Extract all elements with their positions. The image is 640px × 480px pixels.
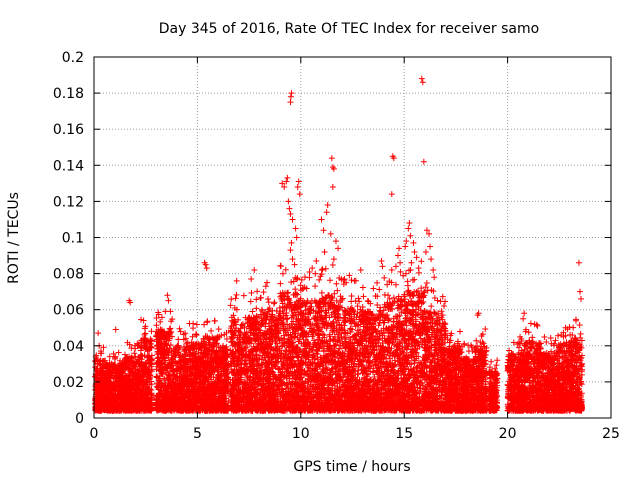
data-point	[208, 327, 215, 334]
data-point	[115, 349, 122, 356]
data-point	[105, 399, 112, 406]
data-point	[271, 299, 278, 306]
data-point	[112, 375, 119, 382]
data-point	[110, 350, 117, 357]
data-point	[96, 404, 103, 411]
chart-title: Day 345 of 2016, Rate Of TEC Index for r…	[159, 21, 539, 37]
data-point	[270, 300, 277, 307]
data-point	[98, 350, 105, 357]
data-point	[102, 357, 109, 364]
data-point	[92, 396, 99, 403]
data-point	[193, 321, 200, 328]
data-point	[254, 288, 261, 295]
data-point	[264, 279, 271, 286]
data-point	[113, 369, 120, 376]
data-point	[111, 382, 118, 389]
data-point	[232, 295, 239, 302]
data-point	[247, 298, 254, 305]
data-point	[175, 336, 182, 343]
data-point	[186, 320, 193, 327]
data-point	[190, 325, 197, 332]
data-point	[99, 389, 106, 396]
data-point	[265, 299, 272, 306]
data-point	[106, 353, 113, 360]
data-points	[92, 75, 586, 414]
data-point	[105, 372, 112, 379]
data-point	[104, 390, 111, 397]
data-point	[257, 294, 264, 301]
data-point	[98, 393, 105, 400]
data-point	[96, 360, 103, 367]
data-point	[148, 328, 155, 335]
data-point	[142, 330, 149, 337]
data-point	[105, 365, 112, 372]
data-point	[110, 363, 117, 370]
data-point	[116, 400, 123, 407]
data-point	[113, 403, 120, 410]
data-point	[215, 326, 222, 333]
data-point	[98, 370, 105, 377]
data-point	[233, 291, 240, 298]
data-point	[240, 292, 247, 299]
data-point	[106, 394, 113, 401]
data-point	[115, 363, 122, 370]
data-point	[238, 321, 245, 328]
data-point	[260, 289, 267, 296]
data-point	[111, 391, 118, 398]
data-point	[115, 374, 122, 381]
data-point	[228, 296, 235, 303]
data-point	[248, 289, 255, 296]
data-point	[100, 344, 107, 351]
data-point	[176, 325, 183, 332]
data-point	[107, 372, 114, 379]
data-point	[284, 315, 291, 322]
data-point	[96, 378, 103, 385]
data-point	[265, 296, 272, 303]
data-point	[111, 355, 118, 362]
data-point	[104, 380, 111, 387]
data-point	[253, 305, 260, 312]
data-point	[106, 402, 113, 409]
data-point	[262, 283, 269, 290]
data-point	[211, 318, 218, 325]
data-point	[141, 331, 148, 338]
data-point	[97, 407, 104, 414]
data-point	[106, 359, 113, 366]
data-point	[114, 407, 121, 414]
